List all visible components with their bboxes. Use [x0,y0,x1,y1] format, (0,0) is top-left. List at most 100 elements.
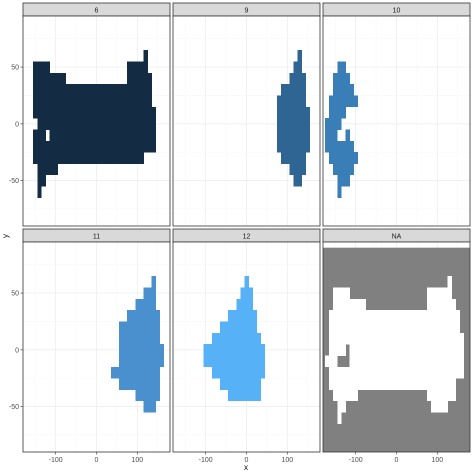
raster-cell [337,332,342,345]
raster-cell [410,344,416,356]
raster-cell [341,389,346,402]
raster-cell [82,95,87,108]
raster-cell [118,118,124,130]
raster-cell [252,310,258,322]
raster-cell [459,332,465,345]
facet-strip-label: 6 [95,8,99,15]
raster-cell [41,72,46,85]
raster-cell [45,95,50,108]
raster-cell [431,310,436,322]
raster-cell [106,118,112,130]
raster-cell [244,389,249,402]
raster-cell [90,118,95,130]
raster-cell [390,310,395,322]
raster-cell [248,355,253,368]
raster-cell [345,152,350,164]
raster-cell [232,310,237,322]
raster-cell [49,118,54,130]
raster-cell [439,310,444,322]
raster-cell [386,332,391,345]
raster-cell [374,355,379,368]
raster-cell [447,287,452,300]
raster-cell [390,378,395,390]
raster-cell [447,298,452,311]
raster-cell [228,355,233,368]
raster-cell [361,298,367,311]
raster-cell [127,61,132,74]
raster-cell [53,106,59,119]
raster-cell [337,84,342,96]
raster-cell [127,129,132,142]
raster-cell [277,140,282,153]
raster-cell [455,332,461,345]
raster-cell [135,72,140,85]
raster-cell [135,298,140,311]
raster-cell [110,84,116,96]
raster-cell [418,310,424,322]
raster-cell [443,389,448,402]
raster-cell [228,321,233,334]
raster-cell [281,152,286,164]
raster-cell [69,129,75,142]
raster-cell [45,152,50,164]
raster-cell [123,118,128,130]
raster-cell [147,72,152,85]
raster-cell [147,106,152,119]
raster-cell [228,366,233,379]
raster-cell [74,129,79,142]
raster-cell [86,106,91,119]
raster-cell [110,152,116,164]
raster-cell [289,140,294,153]
raster-cell [451,344,457,356]
raster-cell [451,332,457,345]
raster-cell [90,106,95,119]
raster-cell [431,298,436,311]
raster-cell [143,84,148,96]
raster-cell [74,140,79,153]
raster-cell [402,378,408,390]
raster-cell [147,140,152,153]
raster-cell [139,84,144,96]
raster-cell [337,298,342,311]
raster-cell [53,163,59,176]
raster-cell [443,321,448,334]
raster-cell [127,332,132,345]
raster-cell [406,378,412,390]
raster-cell [353,344,359,356]
raster-cell [143,400,148,413]
raster-cell [337,152,342,164]
raster-cell [390,366,395,379]
raster-cell [143,287,148,300]
raster-cell [443,366,448,379]
raster-cell [224,332,229,345]
raster-cell [345,366,350,379]
raster-cell [143,321,148,334]
raster-cell [33,152,38,164]
raster-cell [281,106,286,119]
raster-cell [423,344,428,356]
raster-cell [232,321,237,334]
raster-cell [131,344,136,356]
raster-cell [135,366,140,379]
raster-cell [301,129,307,142]
raster-cell [90,140,95,153]
raster-cell [94,95,99,108]
raster-cell [410,355,416,368]
raster-cell [61,84,67,96]
raster-cell [86,152,91,164]
raster-cell [151,118,157,130]
raster-cell [151,378,157,390]
raster-cell [439,287,444,300]
raster-cell [435,355,440,368]
raster-cell [439,378,444,390]
raster-cell [139,298,144,311]
raster-cell [349,366,354,379]
raster-cell [333,389,338,402]
raster-cell [398,344,403,356]
raster-cell [207,344,213,356]
raster-cell [82,118,87,130]
raster-cell [435,310,440,322]
raster-cell [147,84,152,96]
raster-cell [147,355,152,368]
raster-cell [447,389,452,402]
